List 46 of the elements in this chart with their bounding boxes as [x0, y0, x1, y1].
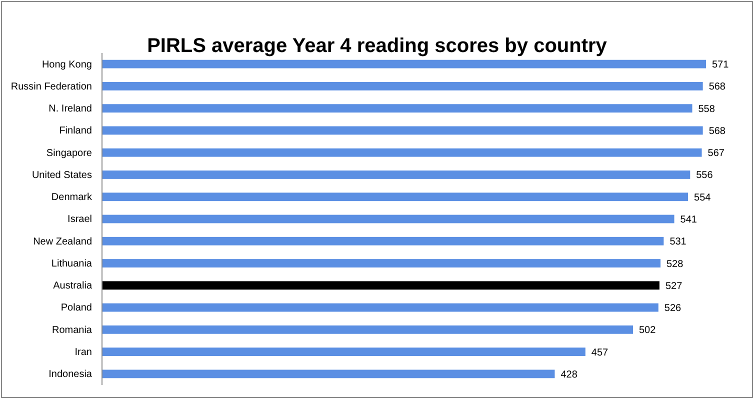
data-label: 568 — [708, 82, 726, 93]
data-label: 556 — [696, 170, 714, 182]
bar — [102, 303, 658, 312]
y-tick-label: Denmark — [51, 192, 93, 204]
data-label: 531 — [670, 236, 687, 248]
data-label: 554 — [694, 192, 712, 204]
y-tick-label: N. Ireland — [48, 104, 92, 115]
bar — [102, 236, 664, 246]
y-tick-label: New Zealand — [33, 236, 92, 248]
data-label: 571 — [712, 60, 730, 71]
data-label: 558 — [698, 104, 716, 115]
bar — [102, 281, 660, 290]
bar — [102, 192, 688, 202]
y-tick-label: Iran — [74, 347, 92, 358]
y-tick-label: Indonesia — [48, 369, 92, 380]
y-tick-label: Israel — [68, 214, 92, 226]
data-label: 428 — [560, 369, 578, 380]
bar — [102, 170, 690, 179]
data-label: 541 — [680, 214, 698, 226]
y-tick-label: Hong Kong — [42, 59, 92, 70]
data-label: 526 — [664, 303, 682, 314]
bar — [102, 148, 702, 157]
data-label: 568 — [708, 126, 726, 137]
bar — [102, 214, 674, 224]
bar — [102, 259, 661, 268]
bar — [102, 104, 692, 113]
bar — [102, 348, 586, 356]
y-tick-label: Poland — [60, 302, 92, 314]
y-tick-label: Russin Federation — [10, 81, 92, 92]
chart-title: PIRLS average Year 4 reading scores by country — [147, 35, 608, 57]
data-label: 527 — [665, 280, 683, 292]
y-tick-label: Singapore — [46, 148, 92, 159]
bar — [102, 126, 703, 135]
bar — [102, 370, 555, 378]
y-tick-label: Romania — [52, 324, 92, 336]
data-label: 502 — [639, 325, 656, 336]
y-tick-label: Lithuania — [51, 258, 92, 270]
bar — [102, 82, 703, 90]
data-label: 528 — [666, 258, 684, 270]
bar — [102, 325, 634, 334]
data-label: 457 — [591, 347, 609, 358]
bar — [102, 60, 706, 68]
y-tick-label: Finland — [59, 126, 92, 137]
y-tick-label: United States — [32, 170, 92, 181]
y-tick-label: Australia — [53, 280, 92, 292]
data-label: 567 — [708, 148, 725, 160]
